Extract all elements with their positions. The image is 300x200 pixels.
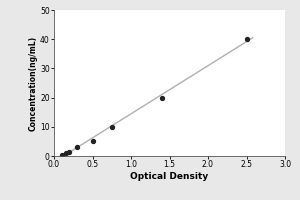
Point xyxy=(109,125,114,128)
Point xyxy=(59,153,64,156)
Point xyxy=(90,140,95,143)
Point xyxy=(75,146,80,149)
Point xyxy=(159,96,164,99)
Point xyxy=(67,150,72,153)
X-axis label: Optical Density: Optical Density xyxy=(130,172,208,181)
Point xyxy=(63,151,68,155)
Y-axis label: Concentration(ng/mL): Concentration(ng/mL) xyxy=(28,35,37,131)
Point xyxy=(244,38,249,41)
